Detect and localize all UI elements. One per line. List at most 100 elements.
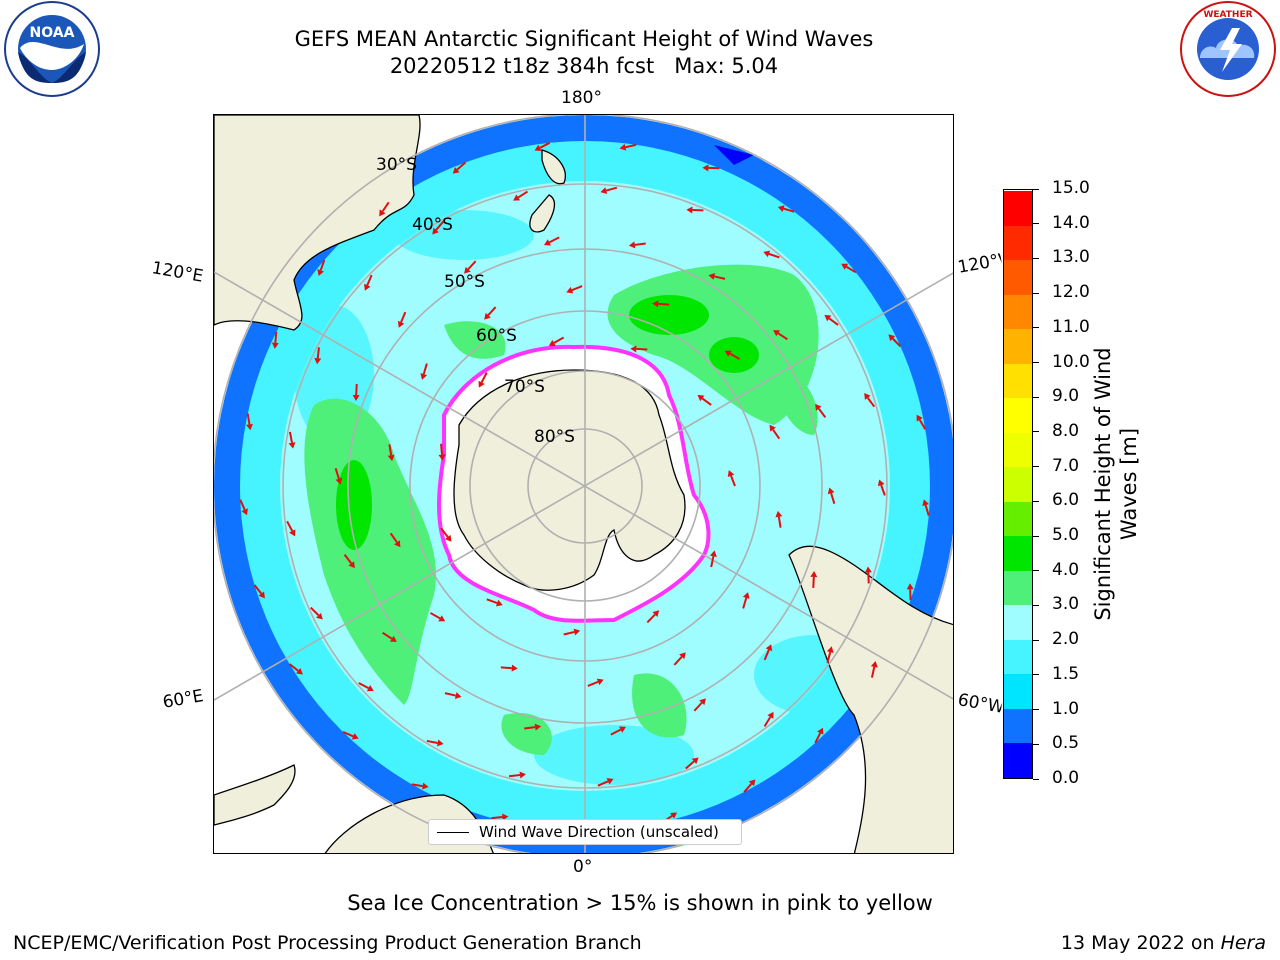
wave-arrow-shaft (730, 475, 736, 487)
wave-arrow-shaft (355, 384, 358, 396)
map-panel: 30°S 40°S 50°S 60°S 70°S 80°S (213, 114, 954, 854)
wave-arrow-head (708, 273, 716, 280)
wave-arrow-head (888, 334, 896, 342)
wave-arrow-head (817, 727, 824, 735)
wave-arrow-shaft (491, 816, 503, 820)
wave-arrow-shaft (435, 220, 445, 231)
wave-arrow-shaft (763, 649, 770, 661)
wave-arrow-shaft (411, 783, 423, 788)
colorbar-swatch (1004, 190, 1032, 226)
wave-arrow-shaft (286, 520, 294, 532)
wave-arrow-shaft (487, 306, 497, 316)
wave-arrow-shaft (685, 760, 695, 770)
wave-arrow-shaft (288, 663, 299, 672)
wave-arrow-shaft (571, 285, 583, 292)
wave-arrow-shaft (342, 731, 354, 738)
colorbar-swatch (1004, 501, 1032, 537)
wave-arrow-shaft (239, 499, 246, 511)
colorbar-tick-mark (1033, 535, 1039, 537)
wave-arrow-shaft (625, 143, 637, 149)
colorbar-swatch (1004, 294, 1032, 330)
new-zealand-south (529, 194, 556, 233)
wave-arrow-shaft (634, 242, 646, 246)
wave-arrow-shaft (610, 728, 622, 736)
colorbar-swatch (1004, 432, 1032, 468)
colorbar-tick-mark (1033, 431, 1039, 433)
wave-arrow-shaft (553, 336, 565, 344)
colorbar-tick-mark (1033, 674, 1039, 676)
wave-arrow-shaft (517, 190, 529, 199)
wave-arrow-shaft (743, 783, 753, 793)
colorbar-tick-mark (1033, 396, 1039, 398)
colorbar-label: Significant Height of Wind Waves [m] (1091, 347, 1141, 621)
wave-arrow-head (352, 394, 360, 402)
wave-arrow-shaft (548, 236, 560, 244)
wave-arrow-shaft (870, 666, 876, 678)
wave-arrow-shaft (828, 317, 839, 326)
wave-arrow-shaft (605, 186, 618, 192)
wave-arrow-shaft (783, 207, 795, 213)
footer-right: 13 May 2022 on Hera (1061, 932, 1266, 954)
wave-arrow-head (697, 394, 705, 402)
wave-arrow-head (606, 778, 614, 785)
colorbar-swatch (1004, 570, 1032, 606)
wave-arrow-head (916, 414, 923, 422)
wave-arrow-head (777, 205, 785, 212)
wave-arrow-shaft (366, 274, 373, 286)
colorbar-tick-mark (1033, 188, 1039, 190)
colorbar-tick-mark (1033, 327, 1039, 329)
wave-arrow-shaft (563, 631, 575, 636)
colorbar-tick-mark (1033, 743, 1039, 745)
wave-arrow-shaft (274, 331, 278, 343)
wave-arrow-head (548, 339, 556, 346)
colorbar-tick-label: 13.0 (1052, 247, 1090, 268)
colorbar-swatch (1004, 466, 1032, 502)
wave-arrow-head (314, 357, 322, 365)
colorbar-tick-label: 6.0 (1052, 490, 1080, 511)
wave-arrow-head (534, 723, 542, 731)
wave-arrow-head (630, 345, 637, 353)
wave-arrow-head (870, 660, 878, 668)
wave-arrow-head (241, 508, 248, 516)
wave-arrow-head (827, 487, 835, 495)
wave-arrow-head (271, 342, 279, 349)
wave-arrow-head (258, 591, 265, 599)
wave-arrow-head (289, 529, 296, 537)
wave-arrow-head (619, 726, 626, 733)
wave-arrow-shaft (729, 352, 741, 360)
wave-arrow-head (775, 510, 783, 518)
colorbar-tick-mark (1033, 709, 1039, 711)
wave-arrow-shaft (646, 613, 656, 624)
wave-arrow-shaft (426, 739, 438, 744)
wave-arrow-head (702, 164, 709, 172)
wave-arrow-shaft (891, 337, 902, 348)
lat-label-30s: 30°S (376, 155, 417, 175)
wave-arrow-shaft (845, 265, 857, 274)
wave-arrow-head (742, 592, 750, 599)
lon-label-60e: 60°E (161, 686, 205, 713)
colorbar-swatch (1004, 604, 1032, 640)
wave-arrow-head (906, 583, 914, 590)
wave-arrow-head (534, 144, 542, 151)
wave-arrow-shaft (429, 612, 441, 620)
wave-arrow-head (317, 269, 324, 276)
wave-arrow-shaft (830, 492, 836, 505)
lat-label-50s: 50°S (444, 272, 485, 292)
colorbar-tick-label: 12.0 (1052, 282, 1090, 303)
wave-arrow-shaft (480, 372, 488, 383)
wave-arrow-head (699, 698, 706, 706)
colorbar-tick-mark (1033, 500, 1039, 502)
wave-arrow-head (394, 540, 401, 548)
colorbar-swatch (1004, 259, 1032, 295)
wave-arrow-head (815, 403, 822, 411)
wave-arrow-head (437, 739, 444, 747)
wave-arrow-head (769, 424, 776, 432)
wave-arrow-head (348, 561, 355, 569)
wave-arrow-shaft (343, 554, 353, 565)
wave-arrow-shaft (467, 260, 477, 270)
wave-direction-arrows (239, 141, 930, 832)
wave-arrow-shaft (814, 732, 822, 744)
colorbar-tick-label: 1.0 (1052, 698, 1080, 719)
wave-arrow-head (420, 373, 428, 380)
wave-arrow-head (364, 283, 371, 291)
